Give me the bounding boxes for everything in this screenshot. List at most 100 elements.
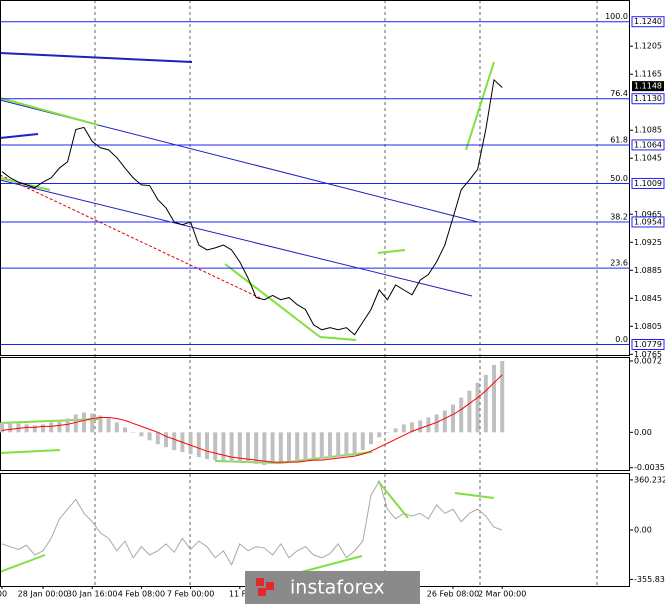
bar	[500, 360, 505, 433]
bar	[139, 432, 144, 437]
fib-ratio: 76.4	[610, 89, 628, 98]
bar	[287, 432, 291, 463]
oscillator-line	[1, 480, 503, 566]
y-tick-label: 1.0925	[634, 238, 662, 247]
price-box	[631, 338, 665, 350]
x-tick-label: 11 Fe	[229, 590, 251, 599]
divergence-line	[454, 492, 495, 499]
bar	[164, 432, 168, 448]
bar	[188, 432, 193, 455]
bar	[270, 432, 275, 465]
bar	[319, 432, 324, 460]
price-box-label: 1.1064	[634, 140, 662, 149]
divergence-line	[319, 336, 357, 341]
trend-line	[0, 133, 39, 139]
bar	[57, 420, 62, 433]
x-tick-label: 30 Jan 16:00	[67, 590, 118, 599]
y-tick-label: -355.8333	[634, 575, 665, 584]
price-box-label: 1.1240	[634, 17, 662, 26]
y-tick-label: 0.0072	[634, 356, 662, 365]
x-tick-label: 2 Mar 00:00	[478, 590, 526, 599]
x-tick-label: 28 Jan 00:00	[18, 590, 69, 599]
divergence-line	[0, 97, 99, 126]
bar	[205, 432, 209, 460]
bar	[131, 432, 136, 433]
bar	[483, 374, 488, 433]
bar	[254, 432, 259, 465]
price-box-label: 1.1130	[634, 94, 662, 103]
x-tick-label: 4 Feb 08:00	[118, 590, 165, 599]
fib-ratio: 61.8	[610, 135, 628, 144]
y-tick-label: 360.2325	[634, 475, 665, 484]
bar	[311, 432, 316, 460]
bar	[82, 412, 86, 433]
bar	[172, 432, 177, 451]
logo	[266, 582, 274, 590]
x-tick-label: 7 Feb 00:00	[167, 590, 214, 599]
logo	[256, 578, 264, 586]
last-price-label: 1.1148	[634, 82, 662, 91]
bar	[360, 432, 365, 451]
y-tick-label: 1.1045	[634, 154, 662, 163]
y-tick-label: 1.0965	[634, 210, 662, 219]
y-tick-label: 0.00	[634, 525, 652, 534]
price-box	[631, 216, 665, 228]
bar	[377, 432, 382, 438]
marks: 1.1205 1.1165 1.1085 1.1045 1.0965 1.0925 1.08…	[0, 12, 665, 599]
y-tick-label: 1.0845	[634, 294, 662, 303]
bar	[237, 432, 242, 463]
bar	[393, 428, 398, 433]
bar	[434, 414, 439, 433]
bar	[459, 397, 464, 433]
bar	[352, 432, 357, 455]
y-tick-label: 1.1205	[634, 42, 662, 51]
bar	[442, 410, 447, 433]
fib-ratio: 23.6	[610, 259, 628, 268]
logo	[258, 588, 266, 596]
price-box	[631, 139, 665, 151]
bar	[73, 414, 78, 433]
bar	[475, 382, 480, 433]
y-tick-label: 1.0765	[634, 350, 662, 359]
bar	[90, 413, 95, 433]
price-box	[631, 93, 665, 105]
price-line	[1, 78, 503, 336]
bar	[123, 427, 127, 433]
bar	[221, 432, 226, 462]
panel-frame	[0, 0, 630, 356]
bar	[229, 432, 234, 463]
bar	[0, 422, 4, 433]
bar	[369, 432, 373, 445]
fib-ratio: 0.0	[615, 335, 628, 344]
price-box-label: 1.0954	[634, 217, 662, 226]
watermark: instaforex	[245, 571, 420, 604]
bar	[336, 432, 341, 458]
bar	[278, 432, 283, 464]
bar	[41, 424, 45, 433]
bar	[65, 418, 70, 433]
trend-line	[0, 52, 193, 63]
price-box-label: 1.0779	[634, 340, 662, 349]
fib-ratio: 50.0	[610, 174, 628, 183]
divergence-line	[0, 554, 46, 573]
trend-line	[0, 179, 473, 297]
price-box	[631, 16, 665, 28]
divergence-line	[377, 249, 406, 254]
bar	[246, 432, 250, 464]
bar	[451, 404, 455, 433]
bar	[401, 424, 406, 433]
price-box	[631, 177, 665, 189]
price-box-label: 1.1009	[634, 179, 662, 188]
bar	[114, 422, 119, 433]
panel-frame	[0, 357, 630, 471]
bar	[418, 420, 423, 433]
divergence-line	[279, 451, 373, 464]
watermark-text: instaforex	[290, 577, 385, 599]
y-tick-label: 1.0805	[634, 322, 662, 331]
layout	[0, 0, 630, 587]
divergence-line	[224, 263, 321, 338]
bar	[155, 432, 160, 445]
bar	[467, 390, 472, 433]
trend-line	[0, 174, 261, 299]
